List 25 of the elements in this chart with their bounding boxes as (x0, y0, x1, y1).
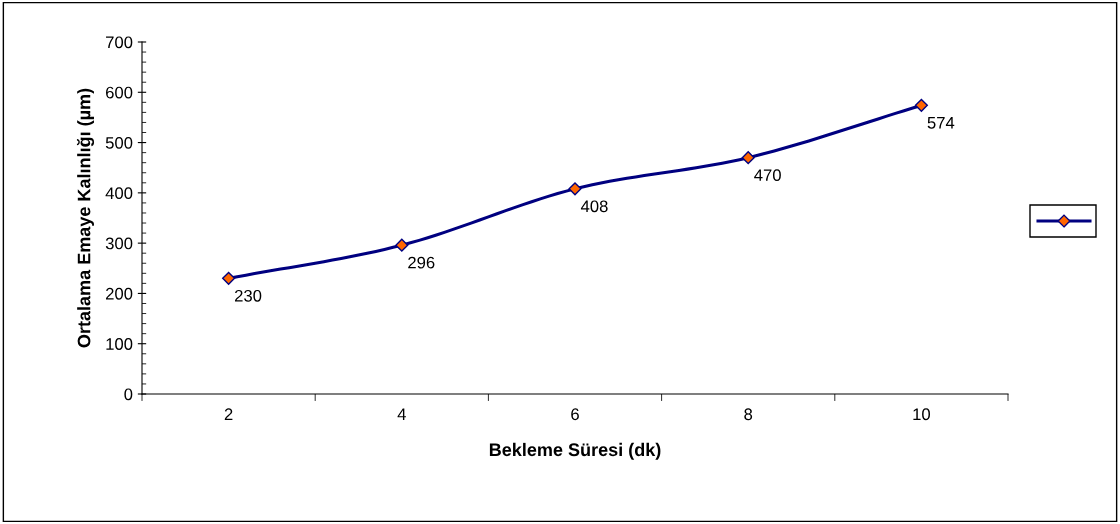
y-tick-label: 600 (106, 86, 133, 99)
x-axis-title: Bekleme Süresi (dk) (489, 442, 661, 460)
point (568, 182, 582, 196)
x-tick-label: 8 (744, 408, 753, 421)
y-axis-title: Ortalama Emaye Kalınlığı (µm) (76, 88, 95, 348)
data-label: 470 (754, 169, 781, 182)
y-tick-label: 400 (105, 187, 133, 200)
point (914, 98, 928, 112)
x-tick-label: 10 (913, 408, 931, 421)
data-label: 296 (408, 256, 435, 269)
y-tick-label: 300 (105, 237, 133, 250)
point (741, 151, 755, 165)
data-label: 574 (927, 117, 955, 129)
x-tick-label: 4 (397, 408, 406, 420)
data-label: 230 (234, 289, 262, 302)
point (395, 238, 409, 252)
y-tick-label: 200 (106, 287, 133, 300)
y-tick-label: 0 (124, 388, 133, 401)
x-tick-label: 6 (571, 408, 579, 421)
y-tick-label: 500 (105, 136, 133, 149)
point (222, 271, 236, 285)
data-label: 408 (580, 200, 608, 213)
y-tick-label: 700 (106, 36, 133, 49)
x-tick-label: 2 (224, 408, 233, 420)
y-tick-label: 100 (106, 338, 133, 350)
